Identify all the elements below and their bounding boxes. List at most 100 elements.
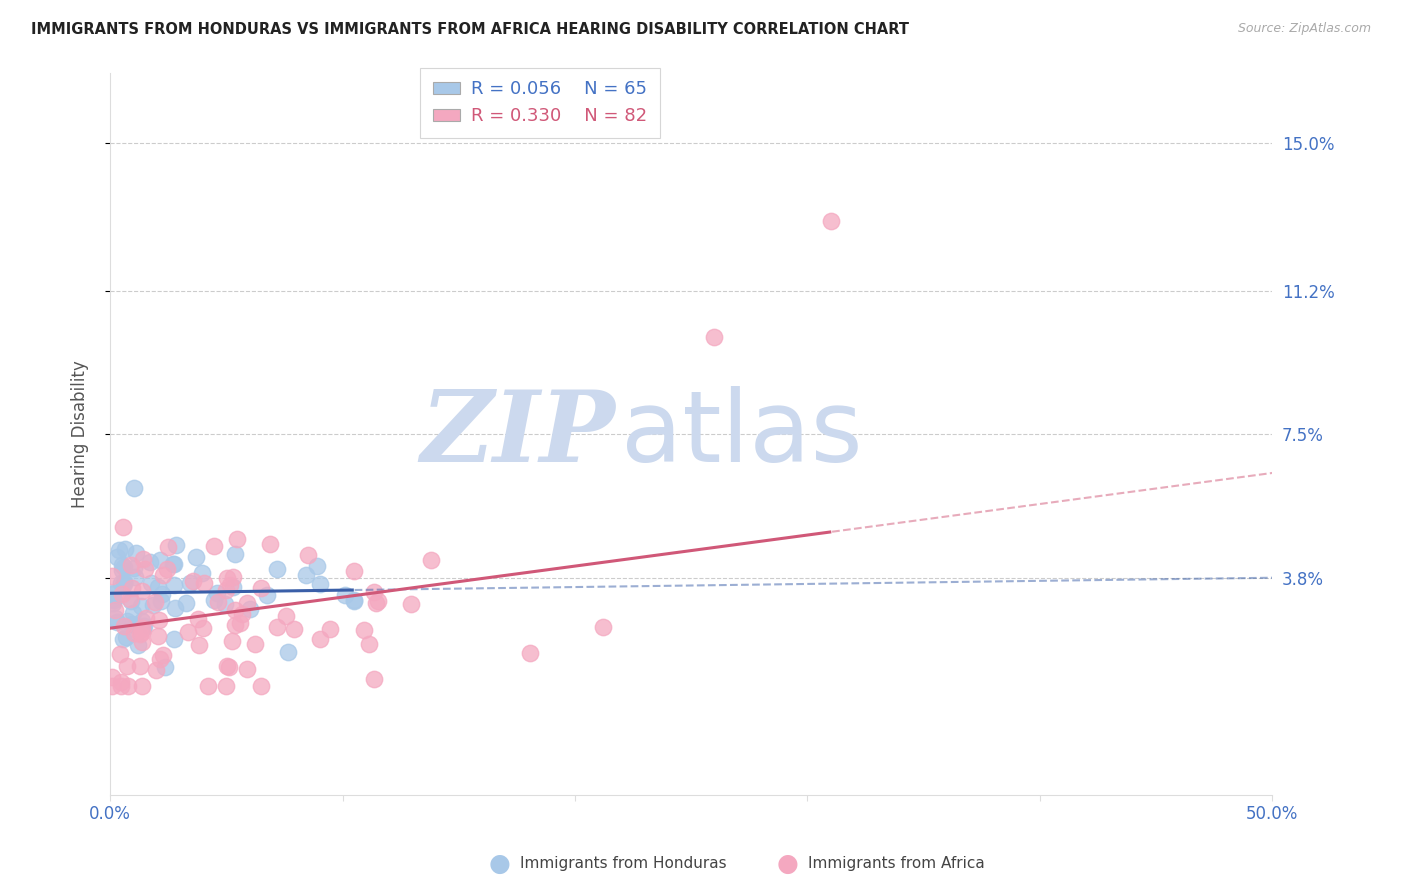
Point [110,680,132,694]
Point [193,575,215,590]
Point [191,566,214,581]
Point [820,213,842,227]
Point [283,623,305,637]
Point [150,587,173,601]
Text: Immigrants from Honduras: Immigrants from Honduras [520,856,727,871]
Point [419,553,441,567]
Point [177,625,200,640]
Point [122,561,145,575]
Point [277,645,299,659]
Point [111,563,134,577]
Point [274,608,297,623]
Point [110,587,132,601]
Point [121,581,143,595]
Point [308,632,330,647]
Point [259,537,281,551]
Point [592,620,614,634]
Point [122,625,145,640]
Point [165,601,187,615]
Point [207,594,229,608]
Point [110,647,132,661]
Point [138,555,160,569]
Point [343,593,366,607]
Point [207,586,229,600]
Point [243,637,266,651]
Point [215,679,238,693]
Point [519,646,541,660]
Point [104,610,127,624]
Point [112,619,135,633]
Point [117,680,139,694]
Point [191,621,214,635]
Point [131,680,153,694]
Point [162,557,184,571]
Point [156,562,179,576]
Point [165,538,187,552]
Point [225,532,247,546]
Point [162,578,184,592]
Point [703,330,725,344]
Point [163,558,186,572]
Point [297,548,319,562]
Point [129,599,152,613]
Point [112,632,135,647]
Point [112,576,135,591]
Point [131,614,153,628]
Point [141,598,163,612]
Text: ●: ● [488,852,510,875]
Point [309,577,332,591]
Point [103,585,125,599]
Point [101,596,124,610]
Point [132,621,155,635]
Point [105,615,128,630]
Point [124,618,146,632]
Point [121,616,143,631]
Point [145,664,167,678]
Point [152,648,174,662]
Point [363,672,385,686]
Text: ●: ● [776,852,799,875]
Point [146,580,169,594]
Point [148,629,170,643]
Point [163,632,186,646]
Text: ZIP: ZIP [420,386,616,483]
Point [120,591,142,606]
Point [215,659,238,673]
Point [104,603,127,617]
Point [131,635,153,649]
Text: IMMIGRANTS FROM HONDURAS VS IMMIGRANTS FROM AFRICA HEARING DISABILITY CORRELATIO: IMMIGRANTS FROM HONDURAS VS IMMIGRANTS F… [31,22,908,37]
Point [222,580,245,594]
Point [122,606,145,620]
Point [197,680,219,694]
Point [256,588,278,602]
Point [319,622,342,636]
Point [174,596,197,610]
Text: atlas: atlas [621,385,863,483]
Point [155,660,177,674]
Point [353,623,375,637]
Point [128,658,150,673]
Point [343,593,366,607]
Point [101,670,124,684]
Y-axis label: Hearing Disability: Hearing Disability [72,360,89,508]
Point [343,564,366,578]
Point [114,630,136,644]
Point [129,627,152,641]
Point [215,570,238,584]
Point [131,621,153,635]
Point [222,570,245,584]
Point [307,558,329,573]
Point [125,546,148,560]
Point [120,594,142,608]
Point [333,588,356,602]
Point [103,592,125,607]
Point [112,560,135,574]
Point [122,481,145,495]
Point [215,582,238,597]
Point [150,594,173,608]
Point [235,661,257,675]
Point [228,615,250,630]
Point [131,552,153,566]
Point [110,674,132,689]
Point [202,593,225,607]
